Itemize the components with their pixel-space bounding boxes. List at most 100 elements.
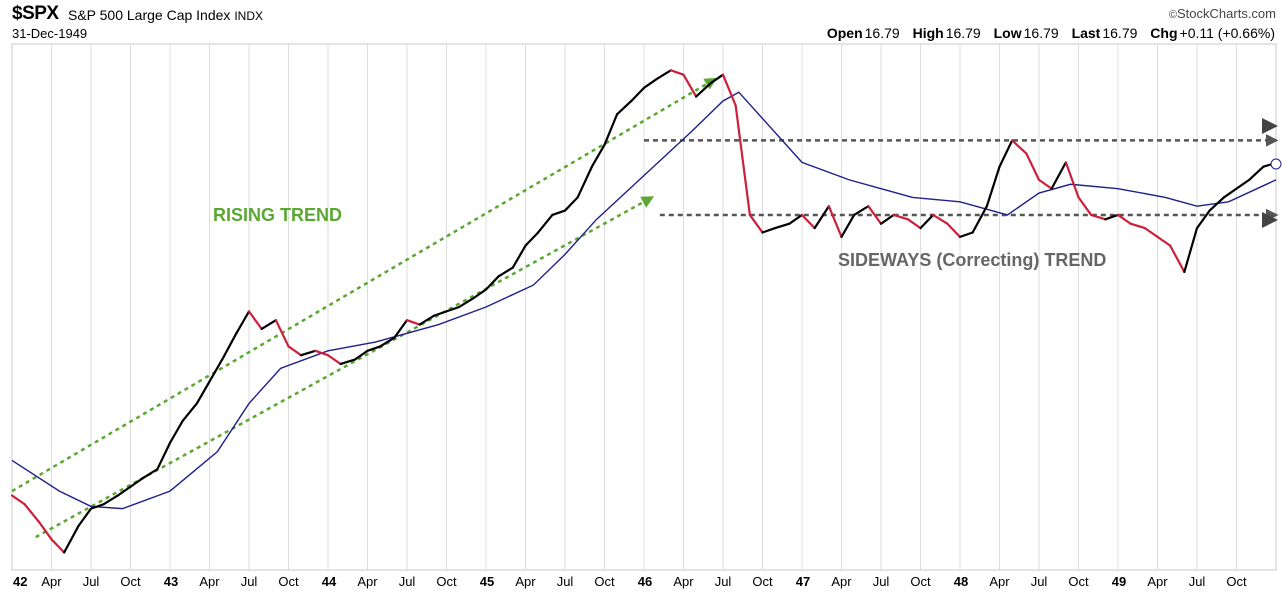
price-segment: [1011, 139, 1028, 155]
index-name: S&P 500 Large Cap Index INDX: [68, 7, 263, 23]
price-segment: [853, 205, 870, 217]
x-tick-label: 47: [796, 574, 810, 589]
price-segment: [946, 222, 962, 238]
ohlc-readout: Open 16.79 High 16.79 Low 16.79 Last 16.79 C…: [818, 25, 1275, 41]
x-tick-label: Oct: [752, 574, 773, 589]
price-segment: [445, 305, 461, 313]
x-tick-label: Oct: [594, 574, 615, 589]
price-segment: [1077, 196, 1093, 217]
price-segment: [932, 213, 949, 225]
price-segment: [734, 104, 751, 217]
chg-value: +0.11 (+0.66%): [1179, 25, 1275, 41]
price-segment: [168, 419, 184, 444]
x-tick-label: Jul: [83, 574, 100, 589]
price-segment: [682, 73, 698, 98]
x-tick-label: Jul: [715, 574, 732, 589]
price-segment: [405, 319, 421, 326]
price-segment: [472, 288, 488, 300]
brand[interactable]: ©StockCharts.com: [1169, 6, 1276, 21]
low-label: Low: [993, 25, 1022, 41]
moving-average-line: [11, 91, 1277, 510]
price-segment: [563, 196, 579, 212]
price-segment: [590, 143, 606, 168]
price-segment: [524, 231, 540, 247]
open-label: Open: [826, 25, 863, 41]
price-segment: [721, 73, 737, 107]
price-segment: [655, 69, 672, 81]
x-tick-label: Jul: [1189, 574, 1206, 589]
price-segment: [1143, 227, 1159, 238]
price-segment: [1116, 213, 1132, 225]
price-segment: [181, 402, 198, 423]
price-segment: [774, 222, 791, 230]
open-value: 16.79: [864, 25, 900, 41]
price-segment: [300, 349, 317, 357]
x-tick-label: Apr: [199, 574, 220, 589]
price-segment: [958, 231, 974, 238]
last-label: Last: [1071, 25, 1101, 41]
price-segment: [1064, 161, 1080, 199]
price-segment: [89, 503, 105, 510]
x-tick-label: Apr: [831, 574, 852, 589]
price-segment: [116, 485, 132, 497]
price-segment: [63, 525, 80, 554]
price-segment: [1050, 161, 1067, 190]
price-segment: [761, 227, 777, 234]
price-segment: [867, 205, 883, 225]
price-segment: [366, 345, 382, 352]
x-tick-label: Jul: [399, 574, 416, 589]
x-tick-label: Oct: [910, 574, 931, 589]
price-segment: [1169, 244, 1186, 274]
x-axis-ticks: 42 Apr Jul Oct 43 Apr Jul Oct 44 Apr Jul Oct 45 Apr Ju…: [13, 574, 1247, 589]
x-tick-label: Oct: [120, 574, 141, 589]
price-segment: [788, 213, 804, 225]
price-segment: [1037, 178, 1053, 190]
price-segment: [37, 520, 53, 541]
price-segment: [879, 213, 895, 225]
grid: [51, 44, 1237, 570]
index-title: S&P 500 Large Cap Index: [68, 7, 231, 23]
price-segment: [695, 82, 712, 98]
price-segment: [458, 297, 475, 309]
price-segment: [709, 73, 725, 85]
x-tick-label: Apr: [989, 574, 1010, 589]
x-tick-label: 48: [954, 574, 968, 589]
price-segment: [1025, 152, 1041, 181]
price-segment: [1090, 213, 1107, 221]
exchange: INDX: [234, 9, 263, 23]
price-segment: [339, 358, 356, 366]
x-tick-label: Oct: [436, 574, 457, 589]
x-tick-label: Apr: [1147, 574, 1168, 589]
x-tick-label: 49: [1112, 574, 1126, 589]
price-segment: [630, 86, 646, 103]
price-segment: [892, 213, 909, 221]
price-segment: [208, 358, 224, 383]
price-segment: [418, 314, 435, 326]
price-segment: [10, 494, 26, 506]
price-segment: [247, 310, 263, 331]
brand-text: StockCharts.com: [1177, 6, 1276, 21]
sideways-trend-label: SIDEWAYS (Correcting) TREND: [838, 250, 1106, 270]
price-segment: [221, 332, 238, 361]
price-segment: [432, 310, 448, 317]
price-segment: [129, 476, 145, 488]
price-segment: [235, 310, 251, 335]
low-value: 16.79: [1023, 25, 1059, 41]
price-segment: [353, 349, 369, 361]
last-value: 16.79: [1102, 25, 1138, 41]
price-segment: [748, 213, 764, 234]
price-segment: [142, 468, 159, 480]
price-segment: [840, 213, 856, 238]
right-edge-arrow-icon: [1262, 118, 1278, 134]
price-segment: [800, 213, 816, 230]
price-segment: [576, 165, 593, 199]
x-tick-label: Jul: [1031, 574, 1048, 589]
price-segment: [1183, 227, 1199, 274]
price-segment: [827, 205, 843, 238]
x-tick-label: Oct: [1068, 574, 1089, 589]
price-segment: [326, 354, 342, 366]
x-tick-label: Apr: [673, 574, 694, 589]
price-segment: [77, 507, 93, 528]
price-segment: [1208, 196, 1225, 212]
